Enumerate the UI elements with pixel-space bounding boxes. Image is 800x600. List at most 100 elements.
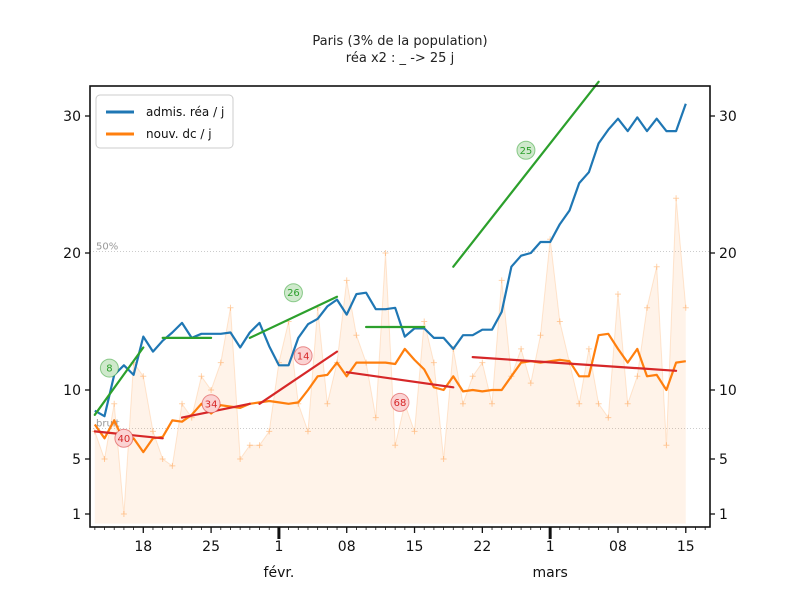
trend-line bbox=[93, 346, 145, 416]
annotation-label: 34 bbox=[205, 399, 218, 410]
annotation-label: 8 bbox=[106, 364, 112, 375]
noise-point bbox=[537, 332, 544, 339]
noise-point bbox=[237, 456, 244, 462]
noise-point bbox=[140, 373, 147, 380]
trend-line bbox=[258, 350, 339, 405]
noise-point bbox=[101, 456, 108, 462]
noise-point bbox=[343, 277, 350, 284]
legend-label-rea: admis. réa / j bbox=[146, 105, 224, 119]
y-tick-label-left: 30 bbox=[63, 109, 81, 125]
noise-point bbox=[159, 456, 166, 462]
annotation-label: 14 bbox=[297, 351, 310, 362]
noise-point bbox=[169, 462, 176, 469]
annotation-bubble bbox=[516, 140, 536, 160]
noise-point bbox=[217, 359, 224, 366]
noise-point bbox=[644, 304, 651, 311]
noise-point bbox=[120, 511, 127, 517]
noise-point bbox=[440, 456, 447, 462]
noise-point bbox=[256, 442, 263, 449]
noise-point bbox=[411, 428, 418, 435]
y-tick-label-right: 30 bbox=[719, 109, 737, 125]
noise-line bbox=[94, 198, 687, 515]
noise-point bbox=[489, 400, 496, 407]
noise-point bbox=[653, 263, 660, 270]
noise-point bbox=[624, 400, 631, 407]
trend-line bbox=[452, 80, 600, 268]
noise-point bbox=[179, 400, 186, 407]
noise-point bbox=[459, 400, 466, 407]
noise-point bbox=[111, 400, 118, 407]
x-tick-label: 15 bbox=[677, 539, 695, 555]
noise-point bbox=[595, 400, 602, 407]
noise-point bbox=[149, 428, 156, 435]
noise-point bbox=[556, 318, 563, 325]
x-month-label: févr. bbox=[264, 565, 295, 581]
trend-line bbox=[471, 356, 678, 372]
y-tick-label-left: 10 bbox=[63, 383, 81, 399]
noise-point bbox=[353, 332, 360, 339]
noise-point bbox=[576, 400, 583, 407]
plot-frame bbox=[89, 85, 711, 528]
trend-line bbox=[345, 371, 455, 389]
x-tick-label: 22 bbox=[473, 539, 491, 555]
noise-point bbox=[304, 428, 311, 435]
noise-point bbox=[605, 414, 612, 421]
noise-point bbox=[266, 428, 273, 435]
series-line-deces bbox=[93, 332, 686, 454]
y-tick-label-right: 20 bbox=[719, 246, 737, 262]
noise-point bbox=[479, 359, 486, 366]
chart-subtitle: réa x2 : _ -> 25 j bbox=[346, 51, 454, 66]
noise-band bbox=[94, 198, 686, 524]
annotation-label: 25 bbox=[520, 146, 533, 157]
annotation-bubble bbox=[114, 428, 134, 448]
noise-point bbox=[324, 400, 331, 407]
noise-point bbox=[421, 318, 428, 325]
noise-point bbox=[372, 414, 379, 421]
y-tick-label-left: 20 bbox=[63, 246, 81, 262]
annotation-label: 68 bbox=[394, 398, 407, 409]
noise-point bbox=[208, 387, 215, 393]
noise-point bbox=[614, 291, 621, 298]
y-tick-label-right: 5 bbox=[719, 452, 728, 468]
y-tick-label-right: 10 bbox=[719, 383, 737, 399]
noise-point bbox=[518, 345, 525, 352]
noise-point bbox=[469, 373, 476, 380]
legend-label-dc: nouv. dc / j bbox=[146, 127, 212, 141]
x-tick-label: 15 bbox=[406, 539, 424, 555]
y-tick-label-right: 1 bbox=[719, 507, 728, 523]
noise-point bbox=[682, 304, 689, 311]
reference-label: bruit bbox=[96, 419, 120, 430]
noise-point bbox=[498, 277, 505, 284]
noise-point bbox=[527, 380, 534, 387]
x-tick-label: 25 bbox=[202, 539, 220, 555]
x-tick-label: 08 bbox=[338, 539, 356, 555]
noise-point bbox=[198, 373, 205, 380]
x-tick-label: 18 bbox=[134, 539, 152, 555]
noise-point bbox=[585, 345, 592, 352]
annotation-label: 40 bbox=[118, 434, 131, 445]
noise-point bbox=[246, 442, 253, 449]
x-tick-label: 1 bbox=[274, 539, 283, 555]
annotation-label: 26 bbox=[287, 288, 300, 299]
y-tick-label-left: 1 bbox=[72, 507, 81, 523]
noise-point bbox=[673, 195, 680, 202]
noise-point bbox=[392, 442, 399, 449]
trend-line bbox=[248, 295, 339, 339]
x-tick-label: 08 bbox=[609, 539, 627, 555]
reference-label: 50% bbox=[96, 242, 118, 253]
legend: admis. réa / j nouv. dc / j bbox=[95, 94, 234, 149]
noise-point bbox=[382, 250, 389, 256]
x-month-label: mars bbox=[533, 565, 568, 581]
x-tick-label: 1 bbox=[546, 539, 555, 555]
noise-point bbox=[430, 359, 437, 366]
annotation-bubble bbox=[99, 358, 119, 378]
annotation-bubble bbox=[390, 392, 410, 412]
annotation-bubble bbox=[293, 346, 313, 366]
noise-point bbox=[227, 304, 234, 311]
annotation-bubble bbox=[283, 283, 303, 303]
y-tick-label-left: 5 bbox=[72, 452, 81, 468]
noise-point bbox=[634, 373, 641, 380]
noise-point bbox=[663, 442, 670, 449]
annotation-bubble bbox=[201, 394, 221, 414]
